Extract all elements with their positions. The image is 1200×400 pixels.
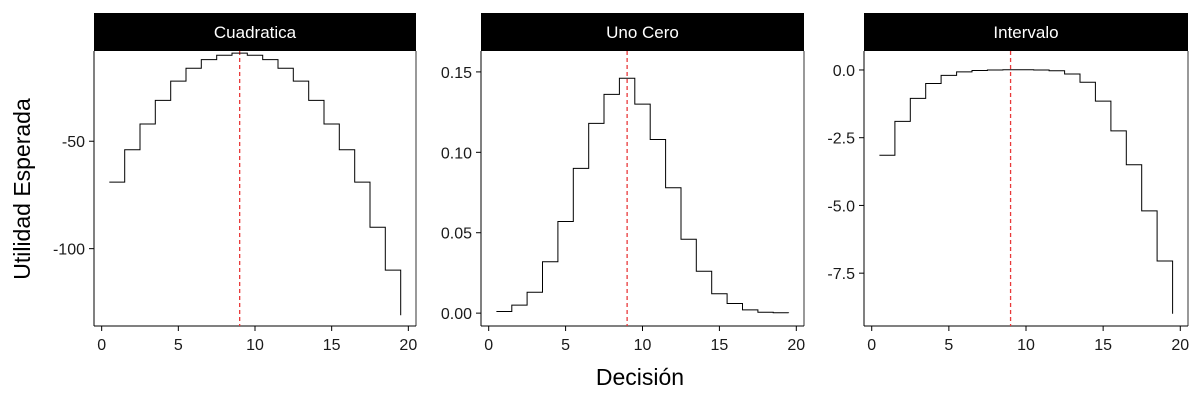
facet-strip xyxy=(94,13,416,51)
x-tick-label: 5 xyxy=(174,337,183,354)
x-tick-label: 15 xyxy=(323,337,341,354)
x-tick-label: 10 xyxy=(246,337,264,354)
y-tick-label: -2.5 xyxy=(827,131,855,148)
facet-strip-label: Uno Cero xyxy=(606,23,679,42)
y-tick-label: 0.00 xyxy=(441,306,472,323)
x-tick-label: 0 xyxy=(97,337,106,354)
panel-3: Intervalo 0 5 10 15 20 0.0 -2.5 -5.0 -7.5 xyxy=(827,13,1189,354)
x-tick-label: 0 xyxy=(867,337,876,354)
y-tick-label: -100 xyxy=(53,242,85,259)
x-axis-title: Decisión xyxy=(596,364,684,390)
x-tick-label: 20 xyxy=(1171,337,1189,354)
x-tick-label: 0 xyxy=(484,337,493,354)
y-tick-label: 0.05 xyxy=(441,226,472,243)
y-axis-title: Utilidad Esperada xyxy=(9,98,35,280)
x-tick-label: 5 xyxy=(944,337,953,354)
facet-strip xyxy=(481,13,804,51)
y-tick-label: -7.5 xyxy=(827,266,855,283)
x-tick-label: 10 xyxy=(634,337,652,354)
facet-strip-label: Cuadratica xyxy=(214,23,297,42)
x-tick-label: 15 xyxy=(1094,337,1112,354)
facet-strip-label: Intervalo xyxy=(993,23,1058,42)
chart-panels: Cuadratica 0 5 10 15 20 -50 -100 Uno Cero 0 5 10 15 2… xyxy=(53,13,1189,354)
x-tick-label: 10 xyxy=(1017,337,1035,354)
x-tick-label: 5 xyxy=(561,337,570,354)
panel-1: Cuadratica 0 5 10 15 20 -50 -100 xyxy=(53,13,417,354)
y-tick-label: 0.15 xyxy=(441,65,472,82)
step-series-line xyxy=(879,69,1174,314)
y-tick-label: 0.10 xyxy=(441,145,472,162)
panel-2: Uno Cero 0 5 10 15 20 0.15 0.10 0.05 0.00 xyxy=(441,13,805,354)
x-tick-label: 20 xyxy=(787,337,805,354)
x-tick-label: 20 xyxy=(399,337,417,354)
x-tick-label: 15 xyxy=(711,337,729,354)
y-tick-label: 0.0 xyxy=(833,63,855,80)
step-series-line xyxy=(496,77,790,314)
facet-strip xyxy=(864,13,1188,51)
y-tick-label: -5.0 xyxy=(827,198,855,215)
y-tick-label: -50 xyxy=(62,134,85,151)
step-series-line xyxy=(109,52,402,316)
